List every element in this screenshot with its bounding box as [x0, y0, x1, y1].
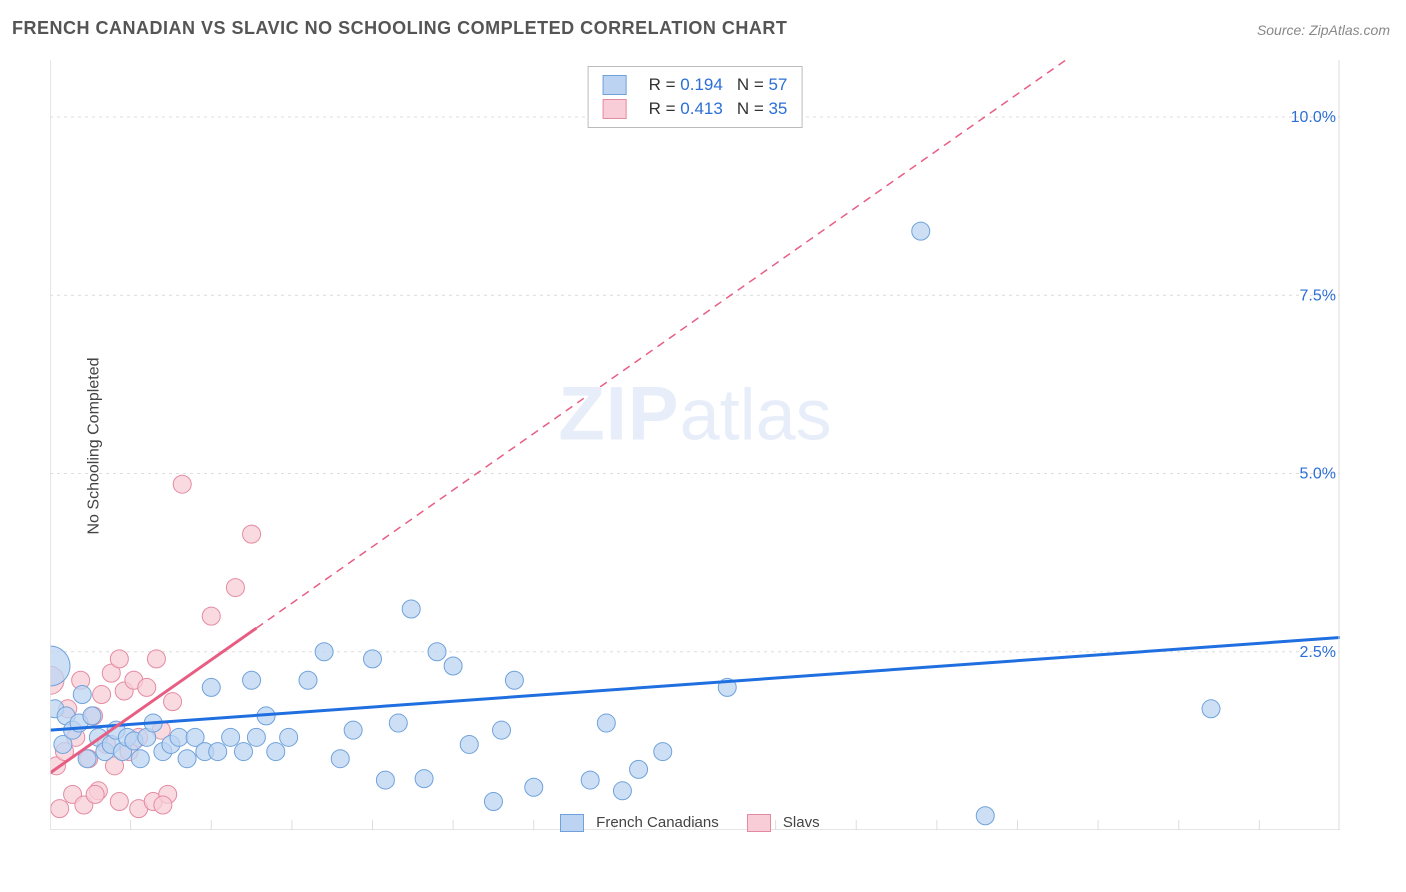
svg-text:10.0%: 10.0% [1291, 109, 1336, 126]
plot-area: ZIPatlas 2.5%5.0%7.5%10.0%0.0%80.0% R = … [50, 60, 1340, 830]
svg-text:5.0%: 5.0% [1300, 466, 1336, 483]
source-attribution: Source: ZipAtlas.com [1257, 22, 1390, 38]
swatch-fc [603, 75, 627, 95]
chart-svg: 2.5%5.0%7.5%10.0%0.0%80.0% [50, 60, 1340, 830]
series-legend: French Canadians Slavs [560, 814, 820, 832]
r-value-sl: 0.413 [680, 99, 723, 118]
swatch-sl-icon [747, 814, 771, 832]
legend-item-fc: French Canadians [560, 814, 719, 832]
legend-item-sl: Slavs [747, 814, 820, 832]
correlation-legend: R = 0.194 N = 57 R = 0.413 N = 35 [588, 66, 803, 128]
swatch-fc-icon [560, 814, 584, 832]
n-value-sl: 35 [768, 99, 787, 118]
n-value-fc: 57 [768, 75, 787, 94]
svg-text:7.5%: 7.5% [1300, 287, 1336, 304]
correlation-row-fc: R = 0.194 N = 57 [603, 73, 788, 97]
legend-label-fc: French Canadians [596, 814, 719, 831]
chart-title: FRENCH CANADIAN VS SLAVIC NO SCHOOLING C… [12, 18, 787, 39]
chart-container: FRENCH CANADIAN VS SLAVIC NO SCHOOLING C… [0, 0, 1406, 892]
swatch-sl [603, 99, 627, 119]
legend-label-sl: Slavs [783, 814, 820, 831]
svg-text:2.5%: 2.5% [1300, 644, 1336, 661]
correlation-row-sl: R = 0.413 N = 35 [603, 97, 788, 121]
r-value-fc: 0.194 [680, 75, 723, 94]
